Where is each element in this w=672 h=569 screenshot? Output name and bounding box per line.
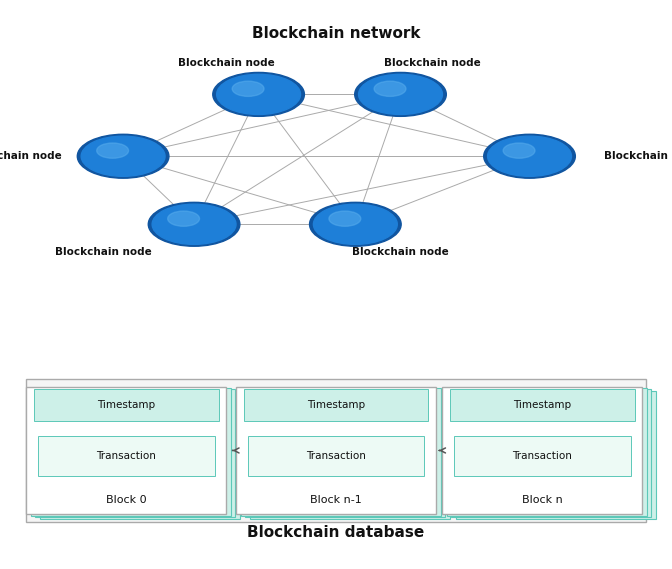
Text: Transaction: Transaction bbox=[513, 451, 573, 461]
Text: Transaction: Transaction bbox=[96, 451, 157, 461]
Circle shape bbox=[488, 136, 571, 176]
Circle shape bbox=[503, 143, 535, 158]
Circle shape bbox=[374, 81, 406, 96]
Circle shape bbox=[216, 75, 300, 114]
Text: Blockchain node: Blockchain node bbox=[55, 247, 152, 257]
FancyBboxPatch shape bbox=[447, 388, 647, 516]
FancyBboxPatch shape bbox=[36, 389, 235, 517]
FancyBboxPatch shape bbox=[456, 391, 656, 518]
Circle shape bbox=[81, 136, 165, 176]
Text: Blockchain node: Blockchain node bbox=[0, 151, 62, 161]
Text: Blockchain node: Blockchain node bbox=[603, 151, 672, 161]
Text: Block n: Block n bbox=[522, 496, 563, 505]
FancyBboxPatch shape bbox=[450, 389, 634, 421]
Circle shape bbox=[167, 211, 200, 226]
Circle shape bbox=[359, 75, 442, 114]
FancyBboxPatch shape bbox=[249, 391, 450, 518]
Circle shape bbox=[149, 203, 240, 246]
Text: Transaction: Transaction bbox=[306, 451, 366, 461]
Circle shape bbox=[313, 204, 397, 245]
Text: Timestamp: Timestamp bbox=[513, 400, 571, 410]
Circle shape bbox=[484, 134, 575, 178]
Circle shape bbox=[97, 143, 128, 158]
FancyBboxPatch shape bbox=[247, 436, 425, 476]
FancyBboxPatch shape bbox=[244, 389, 428, 421]
FancyBboxPatch shape bbox=[452, 389, 651, 517]
Text: Blockchain node: Blockchain node bbox=[384, 59, 481, 68]
Text: Blockchain node: Blockchain node bbox=[178, 59, 275, 68]
Text: Blockchain database: Blockchain database bbox=[247, 525, 425, 540]
FancyBboxPatch shape bbox=[241, 388, 441, 516]
Circle shape bbox=[355, 72, 446, 116]
Circle shape bbox=[329, 211, 361, 226]
FancyBboxPatch shape bbox=[38, 436, 215, 476]
FancyBboxPatch shape bbox=[245, 389, 445, 517]
Circle shape bbox=[213, 72, 304, 116]
FancyBboxPatch shape bbox=[26, 386, 226, 514]
Text: Block 0: Block 0 bbox=[106, 496, 146, 505]
Circle shape bbox=[232, 81, 264, 96]
Text: Blockchain network: Blockchain network bbox=[252, 26, 420, 42]
FancyBboxPatch shape bbox=[236, 386, 436, 514]
FancyBboxPatch shape bbox=[454, 436, 631, 476]
FancyBboxPatch shape bbox=[34, 389, 218, 421]
Circle shape bbox=[310, 203, 401, 246]
Circle shape bbox=[152, 204, 236, 245]
Circle shape bbox=[77, 134, 169, 178]
Text: Timestamp: Timestamp bbox=[307, 400, 365, 410]
Text: Timestamp: Timestamp bbox=[97, 400, 155, 410]
FancyBboxPatch shape bbox=[26, 378, 646, 522]
Text: Block n-1: Block n-1 bbox=[310, 496, 362, 505]
Text: Blockchain node: Blockchain node bbox=[352, 247, 449, 257]
FancyBboxPatch shape bbox=[31, 388, 231, 516]
FancyBboxPatch shape bbox=[40, 391, 240, 518]
FancyBboxPatch shape bbox=[442, 386, 642, 514]
